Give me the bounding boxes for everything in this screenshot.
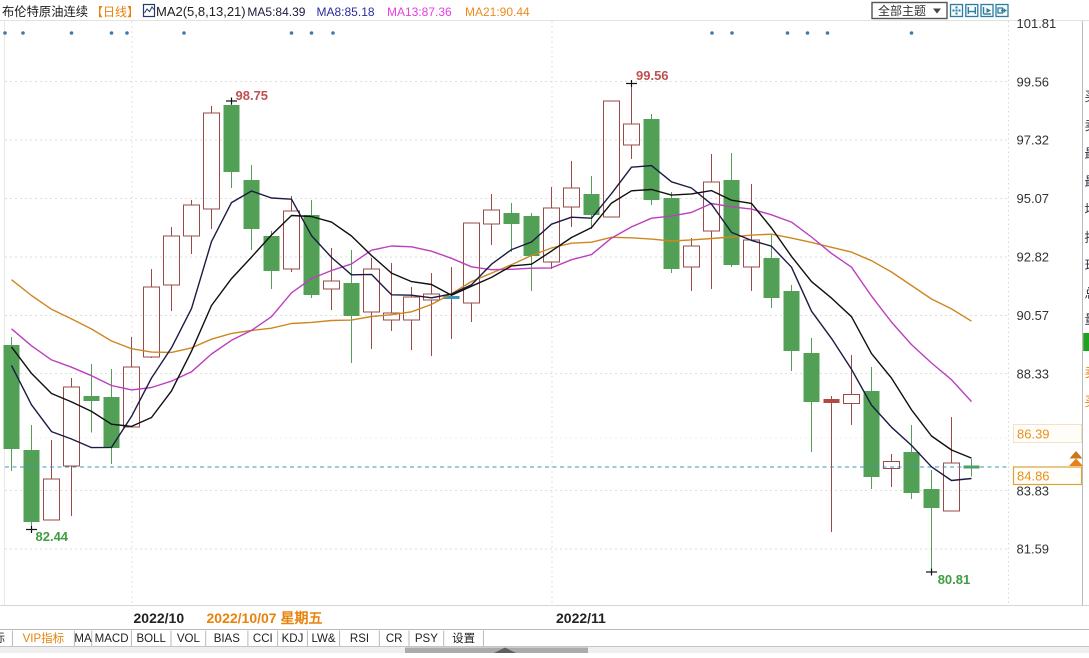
svg-text:MA2(5,8,13,21): MA2(5,8,13,21) — [156, 4, 246, 19]
svg-text:98.75: 98.75 — [236, 88, 269, 103]
svg-text:82.44: 82.44 — [36, 529, 69, 544]
svg-text:MA8:85.18: MA8:85.18 — [317, 5, 375, 19]
svg-text:84.86: 84.86 — [1017, 469, 1050, 484]
svg-text:MA5:84.39: MA5:84.39 — [247, 5, 305, 19]
svg-text:设置: 设置 — [452, 632, 475, 645]
svg-text:83.83: 83.83 — [1017, 483, 1050, 498]
svg-text:VOL: VOL — [177, 633, 201, 645]
svg-text:BOLL: BOLL — [136, 633, 166, 645]
svg-text:92.82: 92.82 — [1017, 250, 1050, 265]
svg-text:买: 买 — [1085, 89, 1089, 104]
svg-text:80.81: 80.81 — [938, 572, 971, 587]
svg-text:【日线】: 【日线】 — [91, 5, 139, 19]
svg-text:99.56: 99.56 — [1017, 74, 1050, 89]
svg-text:BIAS: BIAS — [214, 633, 241, 645]
svg-text:现: 现 — [1085, 258, 1089, 273]
svg-text:VIP指标: VIP指标 — [23, 631, 65, 645]
svg-text:95.07: 95.07 — [1017, 191, 1050, 206]
svg-text:CR: CR — [386, 633, 403, 645]
svg-text:MACD: MACD — [95, 633, 129, 645]
svg-text:卖: 卖 — [1085, 365, 1089, 380]
svg-text:标: 标 — [0, 631, 5, 645]
svg-text:90.57: 90.57 — [1017, 308, 1050, 323]
svg-text:MA21:90.44: MA21:90.44 — [465, 5, 530, 19]
svg-text:KDJ: KDJ — [282, 633, 304, 645]
svg-text:LW&: LW& — [311, 633, 335, 645]
svg-text:量: 量 — [1085, 312, 1089, 327]
svg-text:81.59: 81.59 — [1017, 542, 1050, 557]
svg-text:最: 最 — [1085, 174, 1089, 189]
svg-text:总: 总 — [1085, 286, 1089, 301]
svg-text:买: 买 — [1085, 394, 1089, 409]
svg-text:99.56: 99.56 — [636, 68, 669, 83]
svg-text:RSI: RSI — [350, 633, 369, 645]
svg-text:86.39: 86.39 — [1017, 427, 1050, 442]
svg-text:PSY: PSY — [415, 633, 438, 645]
svg-text:88.33: 88.33 — [1017, 366, 1050, 381]
svg-text:101.81: 101.81 — [1017, 16, 1057, 31]
svg-text:全部主题: 全部主题 — [878, 3, 926, 18]
svg-text:97.32: 97.32 — [1017, 133, 1050, 148]
svg-text:2022/10/07 星期五: 2022/10/07 星期五 — [207, 610, 323, 626]
svg-text:2022/10: 2022/10 — [134, 610, 185, 626]
svg-text:2022/11: 2022/11 — [556, 610, 606, 626]
svg-text:MA13:87.36: MA13:87.36 — [387, 5, 452, 19]
svg-text:CCI: CCI — [253, 633, 273, 645]
svg-text:MA: MA — [74, 633, 92, 645]
svg-text:布伦特原油连续: 布伦特原油连续 — [2, 4, 88, 19]
svg-text:均: 均 — [1085, 202, 1089, 217]
svg-text:最: 最 — [1085, 146, 1089, 161]
svg-text:持: 持 — [1085, 230, 1089, 245]
svg-text:卖: 卖 — [1085, 118, 1089, 133]
